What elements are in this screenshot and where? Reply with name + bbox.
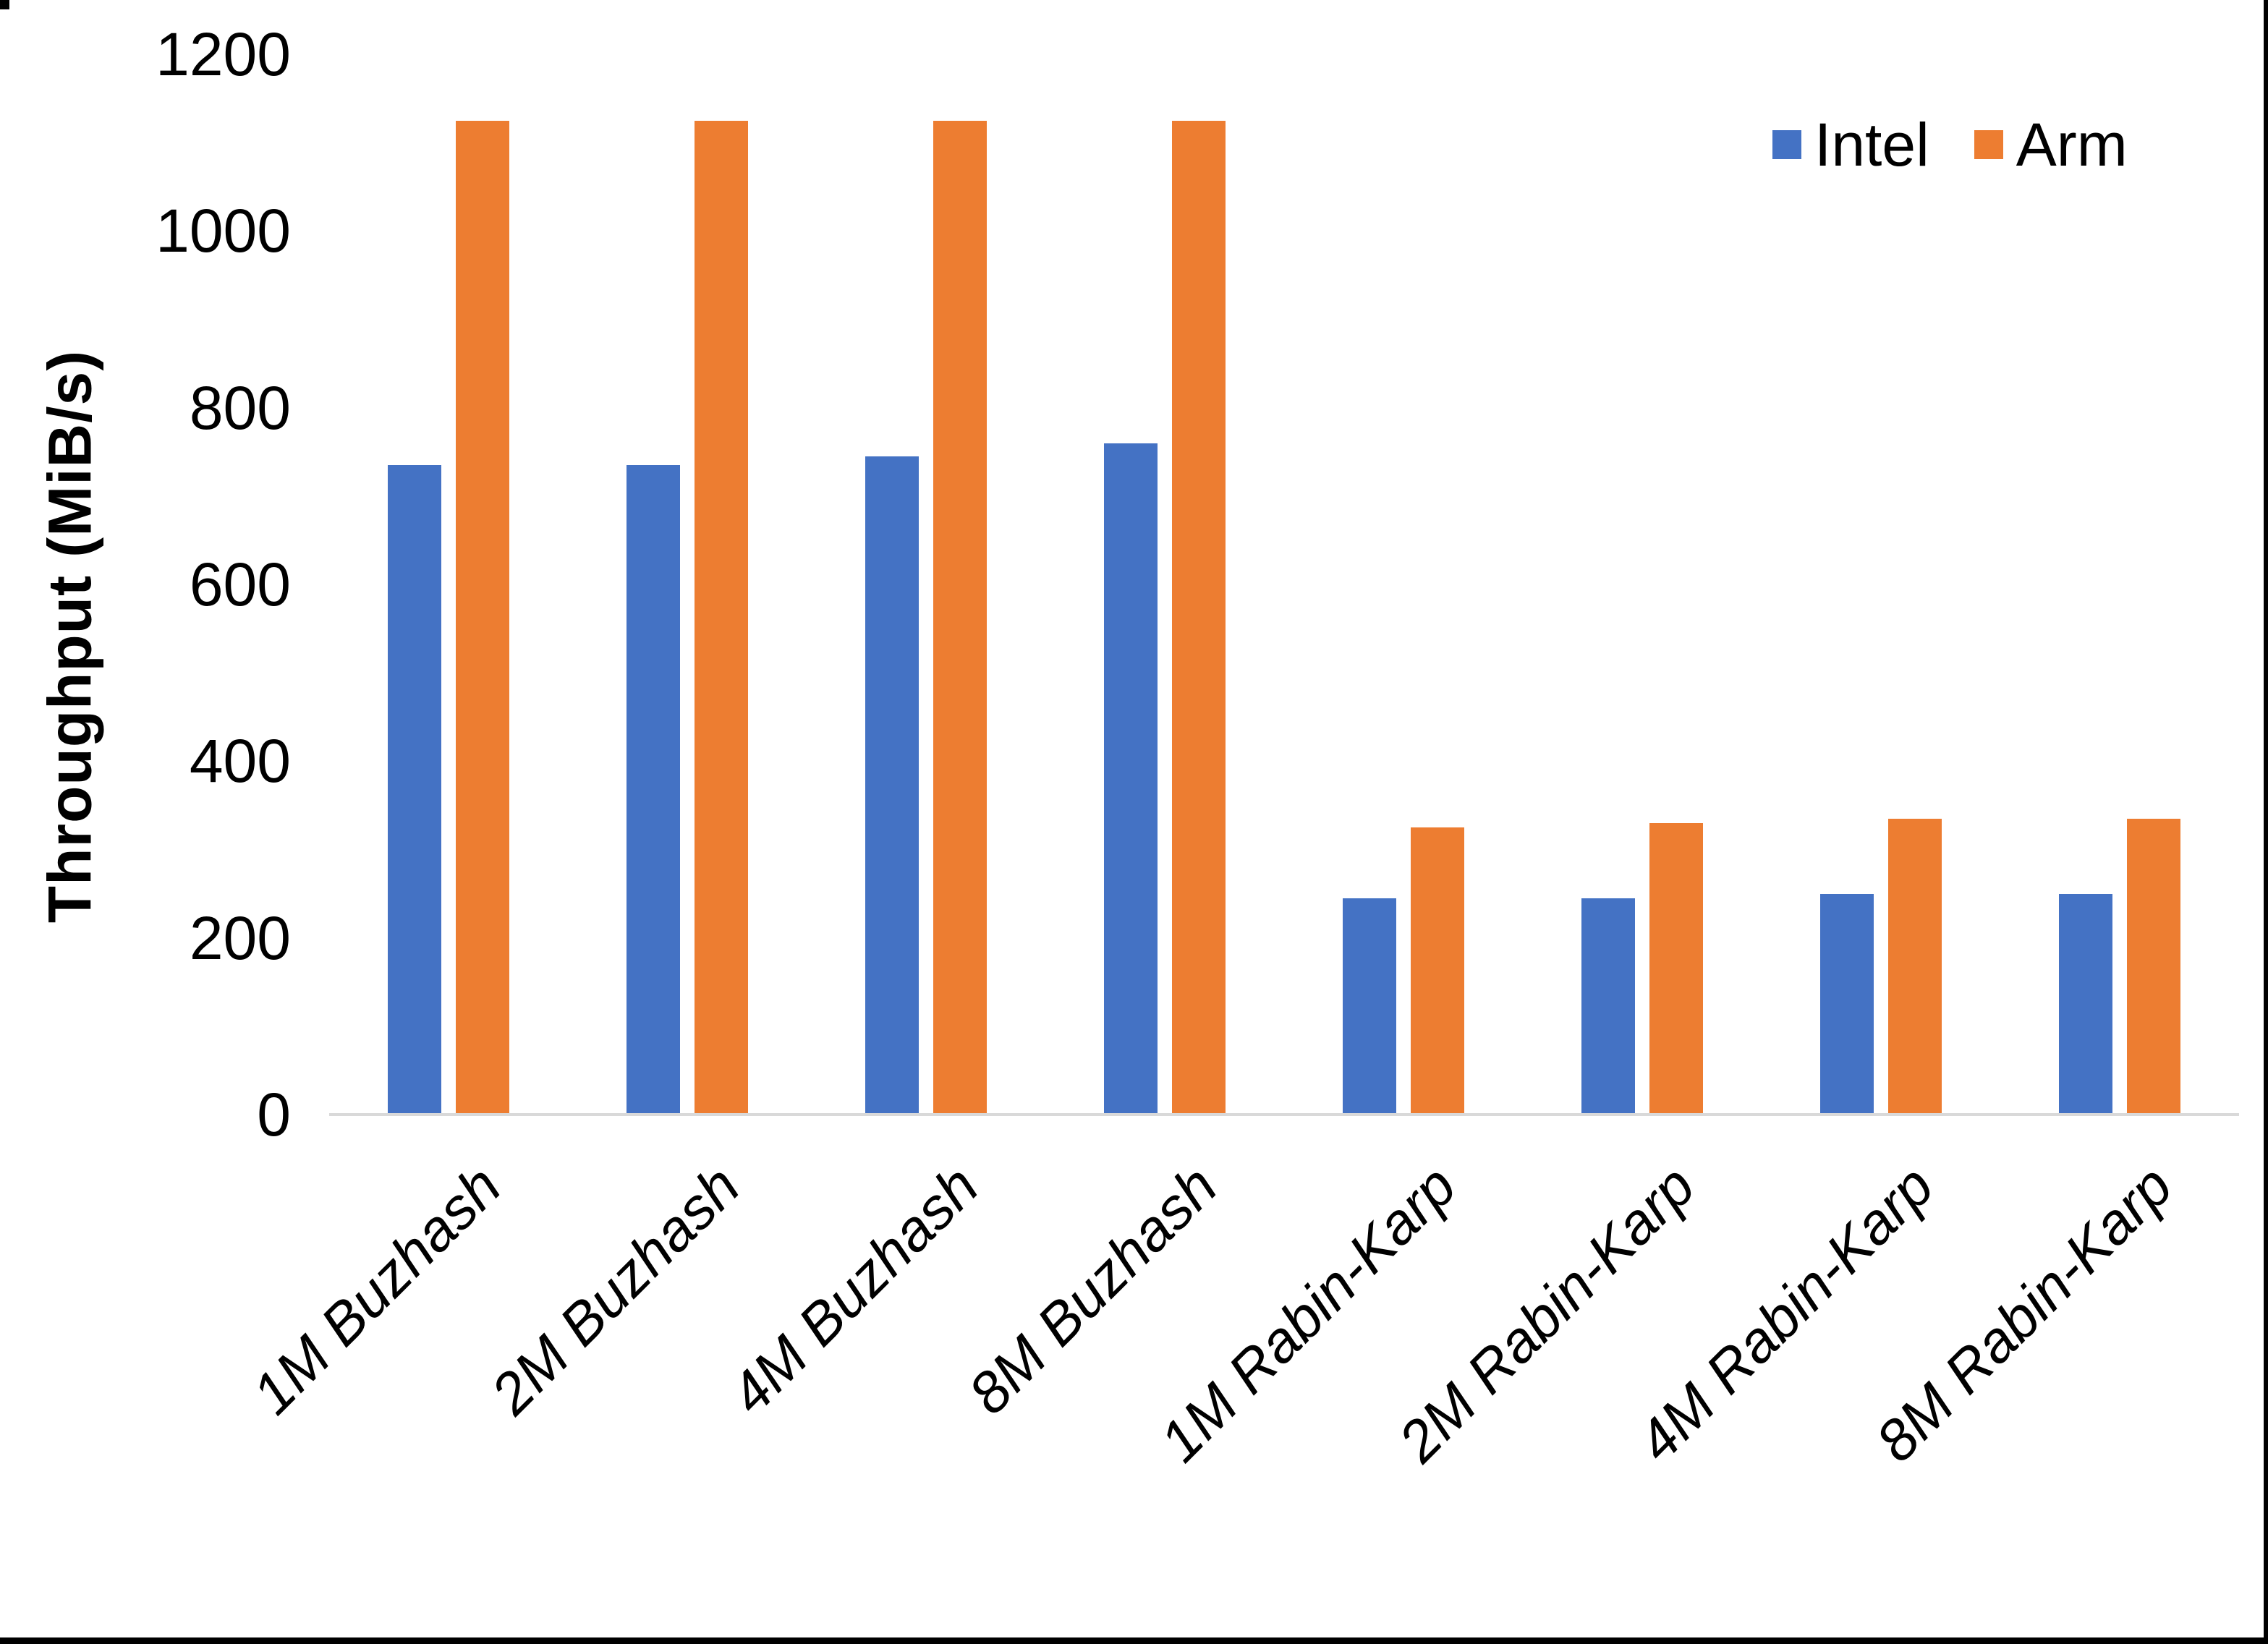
y-tick-label: 800 (189, 374, 291, 442)
bar-arm-7 (1888, 819, 1942, 1115)
legend-label: Intel (1814, 111, 1929, 179)
bar-arm-2 (695, 121, 748, 1115)
bar-arm-4 (1172, 121, 1226, 1115)
bar-arm-6 (1649, 823, 1703, 1115)
x-axis-line (329, 1113, 2239, 1116)
y-tick-label: 400 (189, 727, 291, 795)
bar-arm-1 (456, 121, 509, 1115)
y-tick-label: 1200 (156, 20, 291, 88)
y-tick-label: 0 (257, 1081, 291, 1149)
bar-intel-2 (627, 465, 680, 1115)
x-category-label: 2M Buzhash (479, 1153, 752, 1426)
page-border-right (2264, 0, 2268, 1644)
page-border-corner (0, 0, 9, 9)
bar-intel-1 (388, 465, 441, 1115)
y-tick-label: 1000 (156, 197, 291, 265)
bar-arm-5 (1411, 827, 1464, 1115)
legend-item-intel: Intel (1772, 114, 1929, 175)
legend-swatch-icon (1772, 130, 1801, 159)
x-category-label: 1M Buzhash (240, 1153, 514, 1426)
legend-swatch-icon (1974, 130, 2003, 159)
page-border-bottom (0, 1637, 2268, 1644)
bar-intel-7 (1820, 894, 1874, 1115)
bar-intel-3 (865, 456, 919, 1115)
y-tick-label: 200 (189, 904, 291, 972)
bar-intel-8 (2059, 894, 2112, 1115)
bar-arm-3 (933, 121, 987, 1115)
legend: Intel Arm (1772, 114, 2128, 175)
x-category-label: 8M Buzhash (956, 1153, 1230, 1426)
bar-intel-6 (1581, 898, 1635, 1115)
bar-intel-5 (1343, 898, 1396, 1115)
bar-intel-4 (1104, 443, 1158, 1115)
legend-item-arm: Arm (1974, 114, 2128, 175)
x-category-label: 4M Buzhash (718, 1153, 991, 1426)
legend-label: Arm (2016, 111, 2128, 179)
y-tick-label: 600 (189, 550, 291, 618)
bar-arm-8 (2127, 819, 2180, 1115)
